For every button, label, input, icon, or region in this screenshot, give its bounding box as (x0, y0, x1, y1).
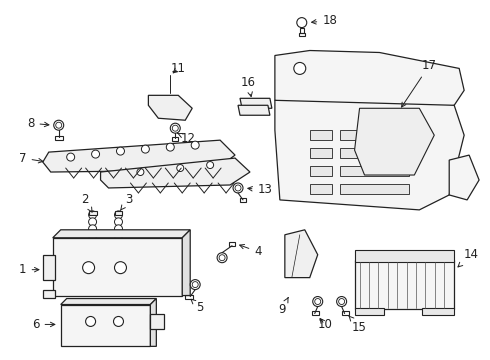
Polygon shape (275, 100, 464, 210)
Polygon shape (148, 95, 192, 120)
Text: 16: 16 (241, 76, 255, 96)
Circle shape (54, 120, 64, 130)
Bar (310, 130, 332, 140)
Circle shape (235, 185, 241, 191)
Bar (310, 148, 332, 158)
Circle shape (339, 298, 344, 305)
Text: 13: 13 (248, 184, 272, 197)
Circle shape (166, 143, 174, 151)
Bar (229, 242, 235, 246)
Circle shape (171, 123, 180, 133)
Text: 10: 10 (317, 318, 332, 331)
Bar (422, 307, 454, 315)
Circle shape (115, 232, 122, 240)
Polygon shape (43, 140, 235, 172)
Circle shape (115, 211, 122, 219)
Polygon shape (355, 108, 434, 175)
Text: 8: 8 (27, 117, 49, 130)
Circle shape (233, 183, 243, 193)
Polygon shape (182, 230, 190, 296)
Circle shape (297, 18, 307, 28)
Polygon shape (53, 230, 190, 238)
Bar (310, 184, 332, 194)
Circle shape (191, 141, 199, 149)
Bar (340, 166, 409, 176)
Circle shape (172, 125, 178, 131)
Circle shape (86, 316, 96, 327)
Circle shape (92, 150, 99, 158)
Text: 6: 6 (32, 318, 55, 331)
Bar (340, 130, 409, 140)
Text: 4: 4 (240, 244, 262, 258)
Circle shape (117, 147, 124, 155)
Bar (43, 289, 55, 298)
Text: 1: 1 (19, 263, 39, 276)
Text: 7: 7 (19, 152, 43, 165)
Bar (300, 28, 304, 32)
Circle shape (115, 225, 122, 233)
Text: 3: 3 (120, 193, 132, 211)
Circle shape (313, 297, 323, 306)
Text: 2: 2 (81, 193, 92, 212)
Bar (310, 166, 332, 176)
Polygon shape (150, 298, 156, 346)
Circle shape (89, 225, 97, 233)
Polygon shape (449, 155, 479, 200)
Bar (150, 315, 164, 329)
Circle shape (89, 218, 97, 226)
Text: 17: 17 (401, 59, 437, 107)
Bar (355, 250, 454, 262)
Bar (355, 307, 385, 315)
Bar (240, 198, 246, 202)
Circle shape (177, 165, 184, 171)
Circle shape (89, 239, 97, 247)
Circle shape (207, 162, 214, 168)
Bar (172, 137, 178, 141)
Circle shape (89, 232, 97, 240)
Circle shape (115, 239, 122, 247)
Text: 9: 9 (278, 298, 288, 316)
Circle shape (315, 298, 321, 305)
Polygon shape (285, 230, 318, 278)
Text: 11: 11 (171, 62, 186, 75)
Polygon shape (61, 298, 156, 305)
Bar (55, 136, 63, 140)
Bar (185, 294, 193, 298)
Bar (340, 184, 409, 194)
Circle shape (67, 153, 74, 161)
Polygon shape (240, 98, 272, 108)
Circle shape (142, 145, 149, 153)
Circle shape (219, 255, 225, 261)
Bar (43, 255, 55, 280)
Bar (340, 148, 409, 158)
Circle shape (217, 253, 227, 263)
Bar (299, 32, 305, 36)
Text: 14: 14 (458, 248, 479, 267)
Circle shape (294, 62, 306, 75)
Circle shape (56, 122, 62, 128)
Circle shape (114, 316, 123, 327)
Bar (61, 305, 150, 346)
Bar (355, 260, 454, 310)
Text: 15: 15 (349, 316, 367, 334)
Circle shape (115, 262, 126, 274)
Circle shape (190, 280, 200, 289)
Bar (115, 211, 122, 215)
Text: 5: 5 (191, 299, 204, 314)
Bar (342, 311, 348, 315)
Circle shape (192, 282, 198, 288)
Bar (89, 211, 97, 215)
Polygon shape (100, 158, 250, 188)
Polygon shape (238, 105, 270, 115)
Circle shape (89, 211, 97, 219)
Text: 18: 18 (312, 14, 337, 27)
Circle shape (137, 168, 144, 176)
Text: 12: 12 (178, 132, 196, 145)
Bar (53, 238, 182, 296)
Bar (312, 311, 318, 315)
Circle shape (115, 218, 122, 226)
Polygon shape (275, 50, 464, 125)
Circle shape (83, 262, 95, 274)
Circle shape (337, 297, 346, 306)
